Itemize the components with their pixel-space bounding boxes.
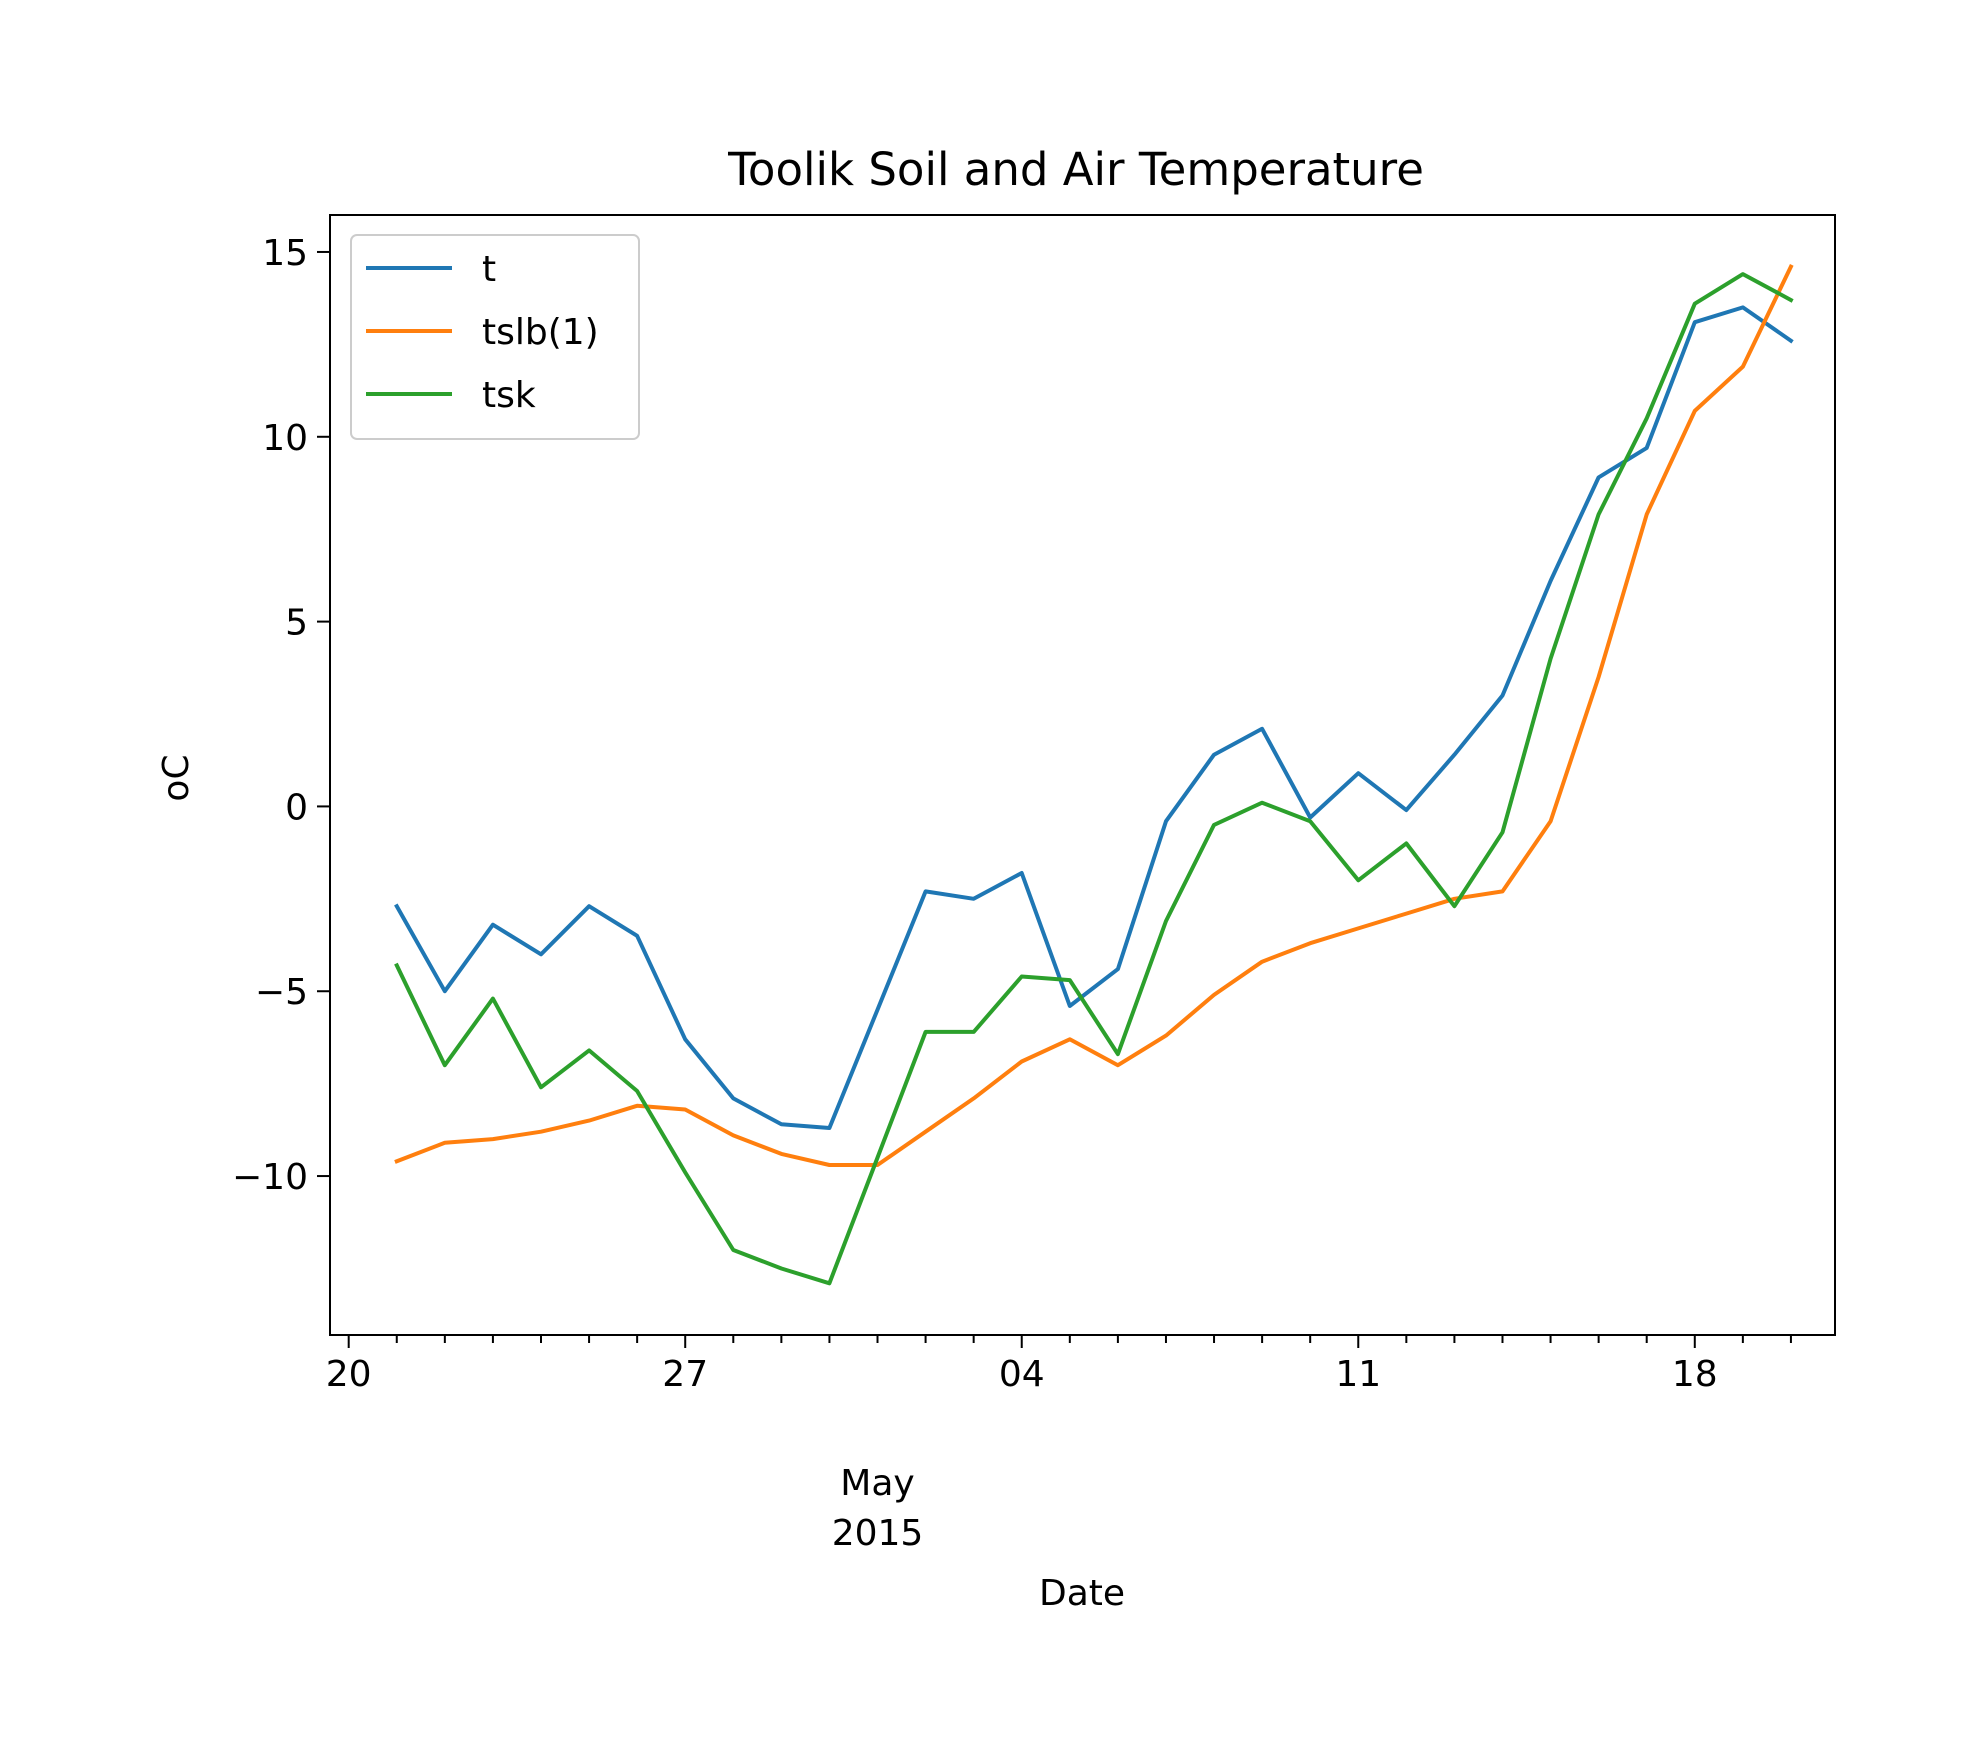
y-tick-label-4: −5 bbox=[255, 972, 308, 1013]
y-axis-label: oC bbox=[156, 754, 197, 801]
x-tick-label-2: 04 bbox=[999, 1354, 1045, 1395]
y-tick-label-2: 5 bbox=[285, 603, 308, 644]
plot-area-frame bbox=[329, 214, 1836, 1336]
series-line-2 bbox=[394, 272, 1794, 1286]
series-line-1 bbox=[394, 264, 1794, 1167]
series-layer bbox=[394, 264, 1794, 1286]
x-tick-label-1: 27 bbox=[662, 1354, 708, 1395]
legend-label-1: tslb(1) bbox=[482, 312, 599, 353]
x-month-label-line-0: May bbox=[840, 1463, 914, 1504]
legend-label-0: t bbox=[482, 249, 496, 290]
chart-title: Toolik Soil and Air Temperature bbox=[727, 143, 1424, 196]
x-tick-label-0: 20 bbox=[326, 1354, 372, 1395]
x-axis-label: Date bbox=[1039, 1573, 1125, 1614]
legend: t tslb(1) tsk bbox=[350, 234, 640, 440]
x-month-label-line-1: 2015 bbox=[832, 1513, 924, 1554]
y-tick-label-3: 0 bbox=[285, 787, 308, 828]
y-tick-label-1: 10 bbox=[262, 418, 308, 459]
y-tick-label-5: −10 bbox=[232, 1157, 308, 1198]
x-tick-label-3: 11 bbox=[1335, 1354, 1381, 1395]
y-tick-label-0: 15 bbox=[262, 233, 308, 274]
series-line-0 bbox=[394, 305, 1794, 1130]
y-axis: 15 10 5 0 −5 −10 bbox=[232, 233, 330, 1198]
legend-label-2: tsk bbox=[482, 375, 536, 416]
legend-box bbox=[350, 234, 640, 440]
x-tick-label-4: 18 bbox=[1672, 1354, 1718, 1395]
x-axis: 20 27 04 11 18 May 2015 bbox=[326, 1335, 1792, 1554]
